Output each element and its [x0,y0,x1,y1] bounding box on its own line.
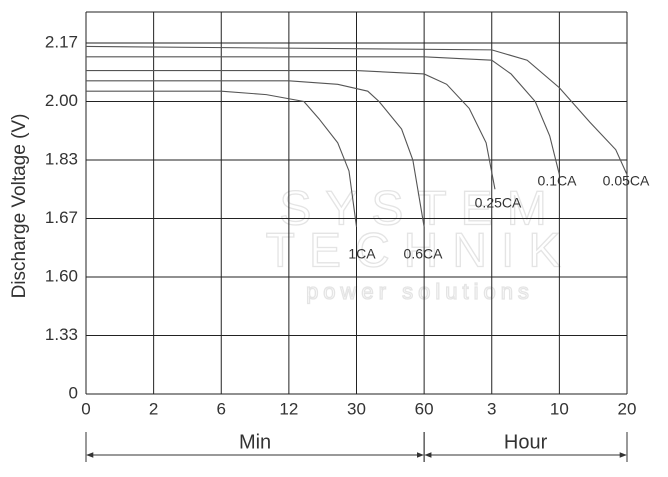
y-tick-label: 1.60 [45,266,78,285]
x-tick-label: 3 [487,399,496,418]
x-tick-label: 12 [279,399,298,418]
curve-label: 0.25CA [475,195,522,211]
watermark: SYSTEM [279,183,560,236]
y-tick-label: 1.67 [45,208,78,227]
discharge-curve [86,56,560,175]
x-tick-label: 10 [550,399,569,418]
y-tick-label: 1.83 [45,149,78,168]
y-tick-label: 2.17 [45,32,78,51]
y-axis-title: Discharge Voltage (V) [9,114,30,299]
watermark: power solutions [306,279,534,304]
discharge-curve [86,90,358,227]
y-tick-label: 2.00 [45,91,78,110]
group-label: Hour [504,431,548,453]
discharge-curve [86,80,425,227]
x-tick-label: 60 [415,399,434,418]
curve-label: 1CA [348,246,376,262]
x-tick-label: 6 [217,399,226,418]
y-tick-label: 1.33 [45,325,78,344]
x-tick-label: 30 [347,399,366,418]
curve-label: 0.6CA [404,246,444,262]
watermark: TECHNIK [266,225,575,278]
discharge-curve [86,69,496,190]
x-tick-label: 20 [618,399,637,418]
curve-label: 0.1CA [538,173,578,189]
y-tick-label: 0 [69,383,78,402]
curve-label: 0.05CA [603,173,650,189]
discharge-curve [85,45,628,175]
x-tick-label: 0 [81,399,90,418]
x-tick-label: 2 [149,399,158,418]
group-label: Min [239,431,271,453]
